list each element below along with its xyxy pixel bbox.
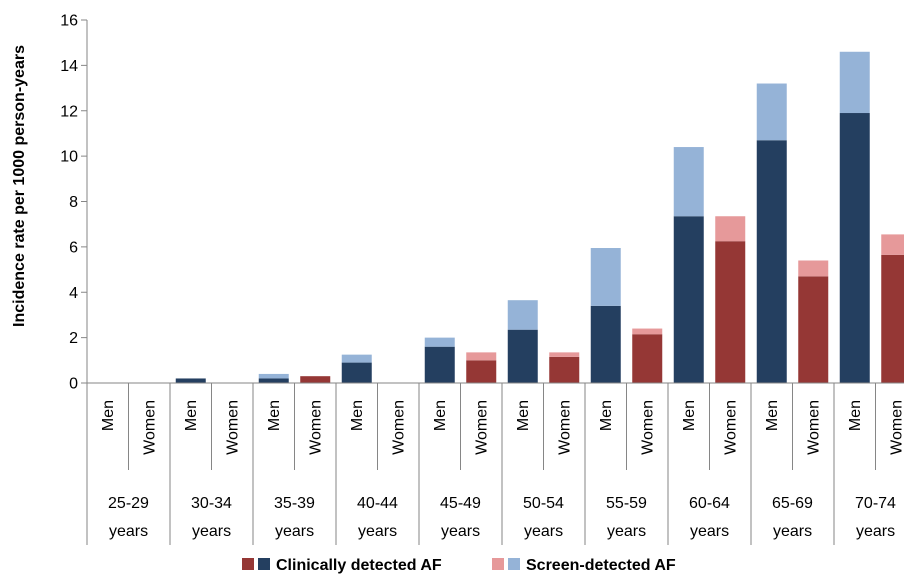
x-category-label: Women [473, 400, 490, 455]
x-category-label: Men [266, 400, 283, 431]
bar-clinical-men-35-39 [258, 378, 289, 383]
x-group-label-line1: 35-39 [274, 495, 315, 512]
bar-clinical-men-65-69 [756, 140, 787, 383]
x-group-label-line2: years [856, 523, 895, 540]
bar-screen-men-65-69 [756, 83, 787, 141]
x-group-label-line2: years [109, 523, 148, 540]
y-tick-label: 12 [60, 103, 78, 120]
x-group-label-line2: years [607, 523, 646, 540]
x-category-label: Men [598, 400, 615, 431]
legend-swatch [258, 558, 270, 570]
y-tick-label: 4 [69, 285, 78, 302]
x-category-label: Men [349, 400, 366, 431]
x-group-label-line1: 60-64 [689, 495, 730, 512]
y-tick-label: 2 [69, 330, 78, 347]
bar-screen-men-55-59 [590, 248, 621, 306]
bar-screen-women-70-74 [881, 234, 904, 255]
x-category-label: Men [847, 400, 864, 431]
bar-screen-men-40-44 [341, 354, 372, 363]
x-category-label: Men [515, 400, 532, 431]
x-category-label: Women [224, 400, 241, 455]
y-tick-label: 10 [60, 149, 78, 166]
bar-clinical-women-50-54 [549, 356, 580, 383]
x-group-label-line1: 65-69 [772, 495, 813, 512]
x-group-label-line1: 25-29 [108, 495, 149, 512]
x-group-label-line2: years [192, 523, 231, 540]
bar-clinical-men-40-44 [341, 362, 372, 383]
x-group-label-line1: 55-59 [606, 495, 647, 512]
x-category-label: Women [888, 400, 904, 455]
x-group-label-line1: 70-74 [855, 495, 896, 512]
x-category-label: Men [183, 400, 200, 431]
y-tick-label: 8 [69, 194, 78, 211]
legend-swatch [492, 558, 504, 570]
legend: Clinically detected AF Screen-detected AF [242, 557, 676, 574]
y-tick-label: 0 [69, 376, 78, 393]
bar-clinical-men-50-54 [507, 329, 538, 383]
x-category-label: Men [100, 400, 117, 431]
legend-swatch [242, 558, 254, 570]
bar-clinical-men-70-74 [839, 113, 870, 384]
bar-clinical-women-35-39 [300, 376, 331, 383]
legend-swatch [508, 558, 520, 570]
bar-screen-men-45-49 [424, 337, 455, 347]
x-category-label: Men [681, 400, 698, 431]
bar-clinical-women-60-64 [715, 241, 746, 383]
legend-label: Screen-detected AF [526, 557, 676, 574]
y-tick-label: 6 [69, 239, 78, 256]
x-category-label: Women [141, 400, 158, 455]
bar-screen-women-55-59 [632, 328, 663, 335]
x-group-label-line2: years [524, 523, 563, 540]
bars [175, 51, 904, 384]
legend-label: Clinically detected AF [276, 557, 442, 574]
bar-screen-women-60-64 [715, 216, 746, 242]
bar-clinical-women-70-74 [881, 254, 904, 383]
x-category-label: Women [722, 400, 739, 455]
y-tick-label: 14 [60, 58, 78, 75]
x-group-label-line1: 50-54 [523, 495, 564, 512]
x-category-label: Women [639, 400, 656, 455]
x-group-label-line1: 30-34 [191, 495, 232, 512]
x-group-label-line2: years [773, 523, 812, 540]
x-group-label-line1: 45-49 [440, 495, 481, 512]
x-category-label: Men [764, 400, 781, 431]
y-tick-label: 16 [60, 13, 78, 30]
x-group-label-line2: years [358, 523, 397, 540]
bar-clinical-women-65-69 [798, 276, 829, 383]
x-category-label: Women [805, 400, 822, 455]
bar-screen-men-60-64 [673, 147, 704, 217]
bar-screen-women-45-49 [466, 352, 497, 361]
x-category-label: Women [390, 400, 407, 455]
bar-clinical-men-60-64 [673, 216, 704, 383]
bar-clinical-men-30-34 [175, 378, 206, 383]
x-category-label: Women [307, 400, 324, 455]
x-category-label: Men [432, 400, 449, 431]
bar-screen-men-70-74 [839, 51, 870, 114]
y-axis: 0 2 4 6 8 10 12 14 16 [60, 13, 88, 393]
x-category-label: Women [556, 400, 573, 455]
bar-clinical-women-55-59 [632, 334, 663, 383]
bar-screen-men-50-54 [507, 300, 538, 330]
x-group-label-line1: 40-44 [357, 495, 398, 512]
x-axis: Men Women Men Women Men Women Men Women Men Women… [86, 382, 904, 545]
x-group-label-line2: years [441, 523, 480, 540]
bar-screen-women-50-54 [549, 352, 580, 357]
bar-clinical-women-45-49 [466, 360, 497, 383]
x-group-label-line2: years [275, 523, 314, 540]
bar-screen-women-65-69 [798, 260, 829, 277]
bar-clinical-men-55-59 [590, 305, 621, 383]
bar-clinical-men-45-49 [424, 346, 455, 383]
x-group-label-line2: years [690, 523, 729, 540]
bar-screen-men-35-39 [258, 373, 289, 379]
y-axis-title: Incidence rate per 1000 person-years [11, 45, 28, 327]
